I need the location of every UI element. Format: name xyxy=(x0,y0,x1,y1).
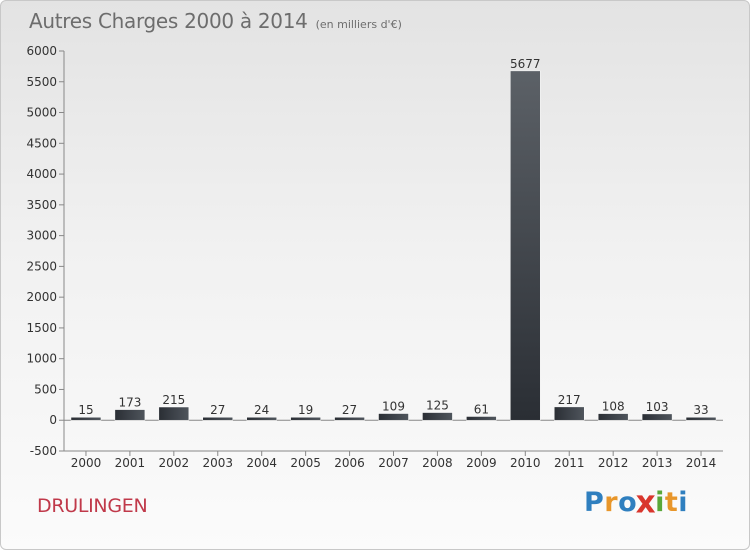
y-tick-label: 1000 xyxy=(26,352,57,366)
x-tick-label: 2003 xyxy=(202,456,233,470)
logo-letter: x xyxy=(635,484,657,521)
logo-letter: t xyxy=(664,487,679,518)
x-axis: 2000 2001 2002 2003 2004 2005 2006 2007 2008 2009… xyxy=(64,419,723,470)
x-tick-label: 2013 xyxy=(642,456,673,470)
data-label: 215 xyxy=(162,393,185,407)
logo-letter: o xyxy=(618,487,638,518)
place-name: DRULINGEN xyxy=(37,495,148,517)
y-tick-label: 4500 xyxy=(26,136,57,150)
x-tick-label: 2004 xyxy=(246,456,277,470)
y-tick-label: 2000 xyxy=(26,290,57,304)
data-label: 173 xyxy=(118,396,141,410)
proxiti-logo: Proxiti xyxy=(584,484,689,521)
bar-2010 xyxy=(510,70,541,421)
x-tick-label: 2006 xyxy=(334,456,365,470)
data-label: 5677 xyxy=(510,57,541,71)
y-tick-label: 500 xyxy=(34,382,57,396)
logo-letter: i xyxy=(678,487,689,518)
data-label: 19 xyxy=(298,403,313,417)
bar-2012 xyxy=(597,413,629,421)
logo-letter: i xyxy=(655,487,665,518)
y-axis: -500 0 500 1000 1500 2000 2500 3000 3500 4000 4500… xyxy=(26,44,65,458)
bar-2006 xyxy=(334,416,365,421)
x-tick-label: 2010 xyxy=(510,456,541,470)
chart-title-text: Autres Charges 2000 à 2014 xyxy=(29,9,308,33)
chart-title: Autres Charges 2000 à 2014 (en milliers d… xyxy=(29,9,402,33)
bar-2000 xyxy=(70,416,102,421)
bar-2004 xyxy=(246,416,277,421)
x-tick-label: 2007 xyxy=(378,456,409,470)
logo-letter: P xyxy=(584,487,605,518)
x-tick-label: 2002 xyxy=(159,456,190,470)
bar-2009 xyxy=(466,416,497,421)
bar-2013 xyxy=(641,413,673,421)
bar-2003 xyxy=(202,416,234,421)
data-label: 109 xyxy=(382,400,405,414)
x-tick-label: 2009 xyxy=(466,456,497,470)
bar-2005 xyxy=(290,416,321,421)
data-label: 108 xyxy=(602,400,625,414)
bar-2007 xyxy=(378,413,409,421)
y-tick-label: 1500 xyxy=(26,321,57,335)
bar-2001 xyxy=(114,409,146,421)
x-tick-label: 2000 xyxy=(71,456,102,470)
data-label: 103 xyxy=(646,400,669,414)
y-tick-label: -500 xyxy=(30,444,57,458)
x-tick-label: 2014 xyxy=(686,456,717,470)
data-labels: 15 173 215 27 24 19 27 109 125 61 5677 217 108 103 33 xyxy=(78,57,708,417)
x-tick-label: 2001 xyxy=(115,456,146,470)
x-tick-label: 2011 xyxy=(554,456,585,470)
data-label: 61 xyxy=(474,402,489,416)
data-label: 15 xyxy=(78,403,93,417)
y-tick-label: 2500 xyxy=(26,259,57,273)
data-label: 24 xyxy=(254,403,269,417)
y-tick-label: 0 xyxy=(49,413,57,427)
y-tick-label: 3500 xyxy=(26,198,57,212)
y-tick-label: 5500 xyxy=(26,75,57,89)
data-label: 33 xyxy=(693,403,708,417)
y-tick-label: 4000 xyxy=(26,167,57,181)
y-tick-label: 3000 xyxy=(26,229,57,243)
bar-2008 xyxy=(422,412,453,421)
bar-2014 xyxy=(685,416,717,421)
x-tick-label: 2008 xyxy=(422,456,453,470)
bar-2002 xyxy=(158,406,190,421)
x-tick-label: 2012 xyxy=(598,456,629,470)
x-tick-label: 2005 xyxy=(290,456,321,470)
chart-subtitle: (en milliers d'€) xyxy=(315,18,402,31)
bar-series xyxy=(70,70,717,421)
data-label: 217 xyxy=(558,393,581,407)
y-tick-label: 6000 xyxy=(26,44,57,58)
logo-letter: r xyxy=(604,487,619,518)
data-label: 27 xyxy=(210,403,225,417)
data-label: 27 xyxy=(342,403,357,417)
y-tick-label: 5000 xyxy=(26,106,57,120)
data-label: 125 xyxy=(426,399,449,413)
bar-2011 xyxy=(553,406,585,421)
